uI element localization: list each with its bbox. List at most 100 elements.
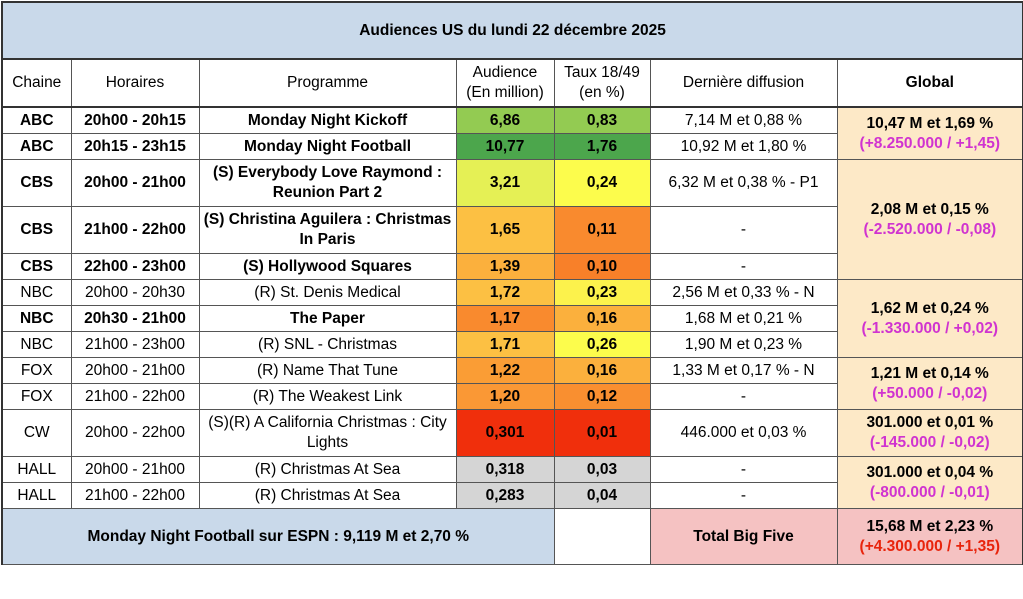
total-big-five-label: Total Big Five bbox=[649, 508, 838, 565]
timeslot-cell: 20h00 - 21h00 bbox=[70, 456, 200, 483]
last-airing-cell: 446.000 et 0,03 % bbox=[649, 409, 838, 457]
last-airing-cell: 2,56 M et 0,33 % - N bbox=[649, 279, 838, 306]
audience-cell: 6,86 bbox=[455, 106, 555, 134]
last-airing-cell: 10,92 M et 1,80 % bbox=[649, 133, 838, 160]
audience-cell: 1,72 bbox=[455, 279, 555, 306]
last-airing-cell: 1,90 M et 0,23 % bbox=[649, 331, 838, 358]
rating-cell: 0,04 bbox=[553, 482, 651, 509]
global-line2: (+50.000 / -0,02) bbox=[872, 384, 988, 402]
audience-cell: 0,301 bbox=[455, 409, 555, 457]
program-cell: (R) St. Denis Medical bbox=[198, 279, 457, 306]
timeslot-cell: 20h00 - 20h15 bbox=[70, 106, 200, 134]
channel-cell: CW bbox=[1, 409, 72, 457]
channel-cell: FOX bbox=[1, 357, 72, 384]
rating-cell: 0,11 bbox=[553, 206, 651, 254]
total-big-five-value: 15,68 M et 2,23 % (+4.300.000 / +1,35) bbox=[836, 508, 1023, 565]
rating-cell: 0,16 bbox=[553, 305, 651, 332]
rating-cell: 0,01 bbox=[553, 409, 651, 457]
header-taux: Taux 18/49 (en %) bbox=[553, 58, 651, 108]
channel-cell: ABC bbox=[1, 133, 72, 160]
channel-cell: HALL bbox=[1, 482, 72, 509]
header-global: Global bbox=[836, 58, 1023, 108]
last-airing-cell: 1,33 M et 0,17 % - N bbox=[649, 357, 838, 384]
audience-cell: 1,71 bbox=[455, 331, 555, 358]
global-line1: 2,08 M et 0,15 % bbox=[870, 200, 989, 218]
global-cell: 301.000 et 0,04 % (-800.000 / -0,01) bbox=[836, 456, 1023, 509]
channel-cell: CBS bbox=[1, 206, 72, 254]
program-cell: (R) Christmas At Sea bbox=[198, 456, 457, 483]
rating-cell: 0,12 bbox=[553, 383, 651, 410]
rating-cell: 0,16 bbox=[553, 357, 651, 384]
program-cell: Monday Night Kickoff bbox=[198, 106, 457, 134]
channel-cell: ABC bbox=[1, 106, 72, 134]
last-airing-cell: - bbox=[649, 383, 838, 410]
header-audience-l1: Audience bbox=[472, 64, 538, 81]
header-horaires: Horaires bbox=[70, 58, 200, 108]
header-row: Chaine Horaires Programme Audience (En mi… bbox=[1, 58, 1023, 108]
global-cell: 2,08 M et 0,15 % (-2.520.000 / -0,08) bbox=[836, 159, 1023, 280]
audience-cell: 1,20 bbox=[455, 383, 555, 410]
global-line1: 1,62 M et 0,24 % bbox=[870, 299, 989, 317]
header-chaine: Chaine bbox=[1, 58, 72, 108]
timeslot-cell: 20h30 - 21h00 bbox=[70, 305, 200, 332]
header-derniere: Dernière diffusion bbox=[649, 58, 838, 108]
global-line2: (-2.520.000 / -0,08) bbox=[863, 220, 997, 238]
global-line1: 10,47 M et 1,69 % bbox=[866, 114, 994, 132]
timeslot-cell: 21h00 - 22h00 bbox=[70, 206, 200, 254]
global-line1: 301.000 et 0,01 % bbox=[866, 414, 994, 431]
global-line1: 1,21 M et 0,14 % bbox=[870, 364, 989, 382]
audience-cell: 0,283 bbox=[455, 482, 555, 509]
audience-cell: 1,22 bbox=[455, 357, 555, 384]
table-title: Audiences US du lundi 22 décembre 2025 bbox=[0, 1, 1023, 60]
table-row: CW 20h00 - 22h00 (S)(R) A California Chris… bbox=[1, 409, 1023, 457]
global-line2: (-145.000 / -0,02) bbox=[869, 434, 990, 451]
table-row: ABC 20h00 - 20h15 Monday Night Kickoff 6,86… bbox=[1, 106, 1023, 160]
program-cell: The Paper bbox=[198, 305, 457, 332]
channel-cell: CBS bbox=[1, 253, 72, 280]
global-line2: (+8.250.000 / +1,45) bbox=[859, 134, 1001, 152]
header-taux-l1: Taux 18/49 bbox=[564, 64, 640, 81]
rating-cell: 0,26 bbox=[553, 331, 651, 358]
table-row: NBC 20h00 - 20h30 (R) St. Denis Medical 1,7… bbox=[1, 279, 1023, 358]
timeslot-cell: 20h00 - 22h00 bbox=[70, 409, 200, 457]
rating-cell: 0,10 bbox=[553, 253, 651, 280]
program-cell: (S) Hollywood Squares bbox=[198, 253, 457, 280]
program-cell: (S) Everybody Love Raymond : Reunion Par… bbox=[198, 159, 457, 207]
timeslot-cell: 21h00 - 22h00 bbox=[70, 383, 200, 410]
header-audience: Audience (En million) bbox=[455, 58, 555, 108]
timeslot-cell: 20h00 - 21h00 bbox=[70, 357, 200, 384]
program-cell: (R) Name That Tune bbox=[198, 357, 457, 384]
table-row: ABC 20h15 - 23h15 Monday Night Football 10,… bbox=[1, 133, 1023, 160]
channel-cell: CBS bbox=[1, 159, 72, 207]
global-cell: 1,62 M et 0,24 % (-1.330.000 / +0,02) bbox=[836, 279, 1023, 358]
global-line2: (-800.000 / -0,01) bbox=[869, 483, 990, 501]
channel-cell: NBC bbox=[1, 331, 72, 358]
table-row: CBS 22h00 - 23h00 (S) Hollywood Squares 1,3… bbox=[1, 253, 1023, 280]
global-cell: 10,47 M et 1,69 % (+8.250.000 / +1,45) bbox=[836, 106, 1023, 160]
rating-cell: 0,03 bbox=[553, 456, 651, 483]
rating-cell: 0,83 bbox=[553, 106, 651, 134]
table-row: FOX 20h00 - 21h00 (R) Name That Tune 1,22 0,… bbox=[1, 357, 1023, 410]
timeslot-cell: 21h00 - 22h00 bbox=[70, 482, 200, 509]
last-airing-cell: 6,32 M et 0,38 % - P1 bbox=[649, 159, 838, 207]
table-row: CBS 20h00 - 21h00 (S) Everybody Love Raymo… bbox=[1, 159, 1023, 280]
audience-cell: 1,65 bbox=[455, 206, 555, 254]
timeslot-cell: 20h15 - 23h15 bbox=[70, 133, 200, 160]
table-row: HALL 21h00 - 22h00 (R) Christmas At Sea 0,2… bbox=[1, 482, 1023, 509]
table-row: HALL 20h00 - 21h00 (R) Christmas At Sea 0,3… bbox=[1, 456, 1023, 509]
espn-note: Monday Night Football sur ESPN : 9,119 M… bbox=[1, 508, 555, 565]
global-cell: 1,21 M et 0,14 % (+50.000 / -0,02) bbox=[836, 357, 1023, 410]
channel-cell: NBC bbox=[1, 279, 72, 306]
rating-cell: 1,76 bbox=[553, 133, 651, 160]
timeslot-cell: 22h00 - 23h00 bbox=[70, 253, 200, 280]
last-airing-cell: 7,14 M et 0,88 % bbox=[649, 106, 838, 134]
last-airing-cell: - bbox=[649, 253, 838, 280]
audience-cell: 10,77 bbox=[455, 133, 555, 160]
global-line1: 301.000 et 0,04 % bbox=[866, 463, 994, 481]
timeslot-cell: 20h00 - 20h30 bbox=[70, 279, 200, 306]
audience-cell: 0,318 bbox=[455, 456, 555, 483]
audience-table: Audiences US du lundi 22 décembre 2025 C… bbox=[0, 1, 1023, 565]
last-airing-cell: 1,68 M et 0,21 % bbox=[649, 305, 838, 332]
last-airing-cell: - bbox=[649, 482, 838, 509]
audience-cell: 1,39 bbox=[455, 253, 555, 280]
